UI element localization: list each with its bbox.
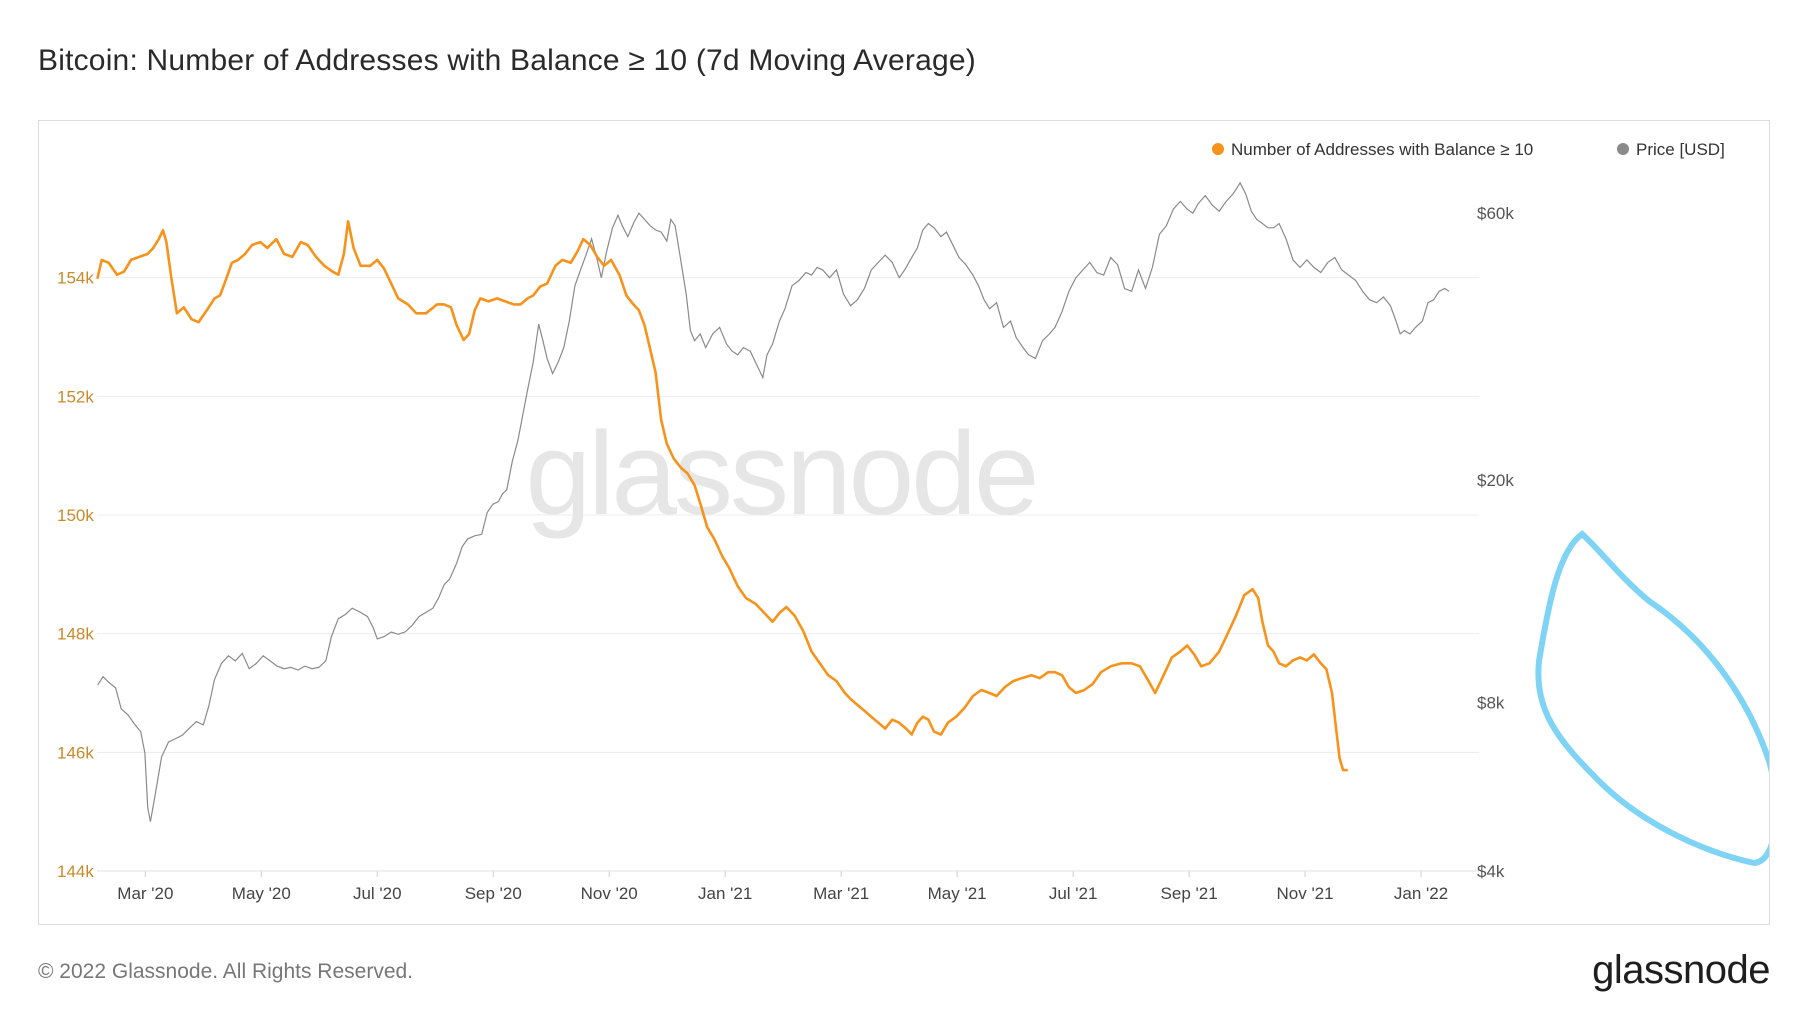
chart-title: Bitcoin: Number of Addresses with Balanc…: [38, 44, 976, 77]
left-axis-tick-label: 148k: [57, 625, 94, 644]
x-axis: Mar '20 May '20 Jul '20 Sep '20 Nov '20 Jan '…: [97, 870, 1479, 903]
x-axis-tick-label: Sep '20: [465, 884, 522, 903]
x-axis-tick-label: May '20: [232, 884, 291, 903]
watermark-text: glassnode: [526, 408, 1037, 540]
legend-label-addresses: Number of Addresses with Balance ≥ 10: [1231, 140, 1533, 159]
price-series-line: [97, 181, 1450, 822]
chart-frame: glassnode 144k 146k 148k 150k 152k 154k $4k $8…: [38, 120, 1780, 925]
x-axis-tick-label: Nov '20: [581, 884, 638, 903]
legend: Number of Addresses with Balance ≥ 10 Pr…: [1212, 140, 1725, 159]
x-axis-tick-label: Mar '21: [813, 884, 869, 903]
right-axis-tick-label: $4k: [1477, 862, 1505, 881]
x-axis-tick-label: Jan '22: [1394, 884, 1448, 903]
x-axis-tick-label: May '21: [928, 884, 987, 903]
right-axis-tick-label: $60k: [1477, 204, 1514, 223]
glassnode-logo: glassnode: [1592, 948, 1770, 992]
addresses-series-line: [96, 220, 1348, 772]
x-axis-tick-label: Jul '20: [353, 884, 402, 903]
legend-label-price: Price [USD]: [1636, 140, 1725, 159]
right-axis-tick-label: $20k: [1477, 471, 1514, 490]
legend-swatch-addresses: [1212, 143, 1224, 155]
annotation-circle: [1535, 530, 1780, 867]
x-axis-tick-label: Sep '21: [1161, 884, 1218, 903]
left-axis-tick-label: 146k: [57, 743, 94, 762]
x-axis-tick-label: Jul '21: [1049, 884, 1098, 903]
gridlines: [97, 277, 1479, 872]
right-axis-tick-label: $8k: [1477, 694, 1505, 713]
left-axis-tick-label: 144k: [57, 862, 94, 881]
x-axis-tick-label: Mar '20: [117, 884, 173, 903]
footer-copyright: © 2022 Glassnode. All Rights Reserved.: [38, 960, 414, 983]
right-axis: $4k $8k $20k $60k: [1477, 204, 1514, 881]
x-axis-tick-label: Jan '21: [698, 884, 752, 903]
chart-svg: glassnode 144k 146k 148k 150k 152k 154k $4k $8…: [57, 140, 1780, 903]
left-axis-tick-label: 154k: [57, 269, 94, 288]
left-axis: 144k 146k 148k 150k 152k 154k: [57, 269, 94, 881]
legend-swatch-price: [1617, 143, 1629, 155]
left-axis-tick-label: 150k: [57, 506, 94, 525]
x-axis-tick-label: Nov '21: [1276, 884, 1333, 903]
left-axis-tick-label: 152k: [57, 387, 94, 406]
